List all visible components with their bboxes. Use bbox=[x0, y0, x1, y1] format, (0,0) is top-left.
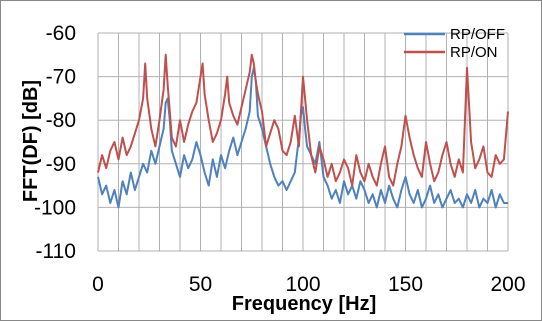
x-tick-label: 0 bbox=[92, 273, 104, 296]
x-tick-label: 100 bbox=[285, 273, 320, 296]
y-axis-title: FFT(DF) [dB] bbox=[20, 80, 42, 202]
legend-label-rp-on: RP/ON bbox=[450, 44, 498, 61]
y-tick-label: -80 bbox=[46, 109, 76, 132]
legend-label-rp-off: RP/OFF bbox=[450, 26, 505, 43]
series-layer bbox=[97, 53, 509, 209]
x-tick-labels: 0 50 100 150 200 bbox=[92, 273, 525, 296]
legend: RP/OFF RP/ON bbox=[404, 26, 505, 61]
y-tick-label: -60 bbox=[46, 22, 76, 45]
series-line-rp-on bbox=[97, 53, 509, 187]
x-axis-title: Frequency [Hz] bbox=[232, 293, 376, 315]
y-tick-label: -100 bbox=[34, 196, 76, 219]
y-tick-labels: -60 -70 -80 -90 -100 -110 bbox=[34, 22, 76, 263]
y-tick-label: -90 bbox=[46, 153, 76, 176]
y-tick-label: -70 bbox=[46, 66, 76, 89]
x-tick-label: 200 bbox=[490, 273, 525, 296]
y-tick-label: -110 bbox=[36, 240, 76, 263]
x-tick-label: 50 bbox=[189, 273, 212, 296]
grid bbox=[97, 32, 509, 252]
x-tick-label: 150 bbox=[388, 273, 423, 296]
